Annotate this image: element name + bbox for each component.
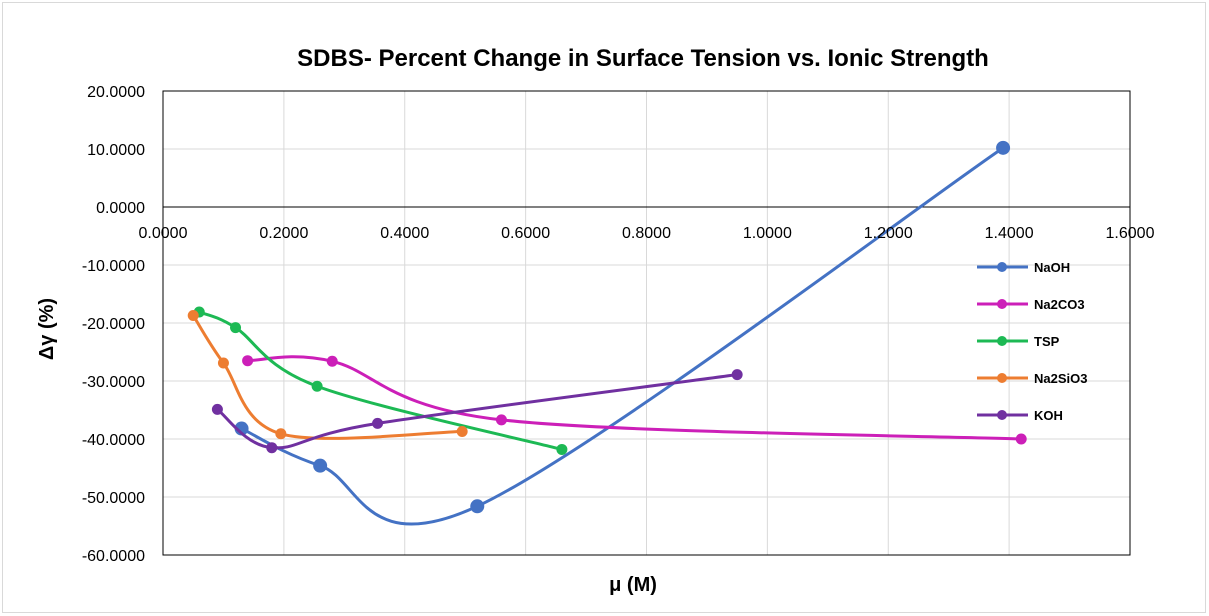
series-naoh [234,140,1011,526]
data-point-na2co3 [326,355,338,367]
data-point-na2co3 [495,414,507,426]
data-point-koh [211,403,223,415]
y-tick-label: -30.0000 [82,374,145,391]
legend-label: TSP [1034,334,1060,349]
legend-swatch-marker [997,373,1007,383]
y-axis-title: Δγ (%) [36,298,58,360]
series-na2co3 [242,355,1027,445]
data-point-tsp [556,443,568,455]
legend-swatch-marker [997,410,1007,420]
plot-area-border [162,90,1131,556]
legend: NaOH Na2CO3 TSP Na2SiO3 KOH [977,260,1087,423]
chart-title: SDBS- Percent Change in Surface Tension … [297,45,989,72]
x-tick-label: 0.0000 [139,225,188,242]
x-tick-label: 1.0000 [743,225,792,242]
x-tick-label: 1.6000 [1106,225,1155,242]
series-line-naoh [240,146,1005,526]
legend-item-na2co3: Na2CO3 [977,297,1085,312]
series [187,140,1027,526]
x-tick-label: 0.6000 [501,225,550,242]
data-point-koh [731,369,743,381]
y-tick-label: 20.0000 [87,84,145,101]
data-point-koh [266,442,278,454]
data-point-na2co3 [1015,433,1027,445]
x-axis-title: μ (M) [609,574,657,596]
series-na2sio3 [187,309,468,440]
y-tick-label: 0.0000 [96,200,145,217]
legend-item-naoh: NaOH [977,260,1070,275]
y-tick-label: 10.0000 [87,142,145,159]
legend-label: Na2SiO3 [1034,371,1087,386]
series-line-na2co3 [246,355,1023,441]
y-tick-label: -40.0000 [82,432,145,449]
series-line-tsp [197,310,564,451]
x-tick-label: 1.4000 [985,225,1034,242]
legend-item-tsp: TSP [977,334,1060,349]
legend-item-koh: KOH [977,408,1063,423]
x-tick-label: 0.4000 [380,225,429,242]
data-point-naoh [470,499,485,514]
legend-swatch-marker [997,299,1007,309]
x-tick-label: 0.2000 [259,225,308,242]
data-point-naoh [313,458,328,473]
x-tick-label: 0.8000 [622,225,671,242]
y-tick-label: -20.0000 [82,316,145,333]
data-point-na2sio3 [217,357,229,369]
y-tick-label: -50.0000 [82,490,145,507]
data-point-tsp [230,322,242,334]
y-tick-label: -60.0000 [82,548,145,565]
legend-label: Na2CO3 [1034,297,1085,312]
data-point-koh [372,417,384,429]
data-point-na2co3 [242,355,254,367]
legend-swatch-marker [997,336,1007,346]
legend-item-na2sio3: Na2SiO3 [977,371,1087,386]
series-koh [211,369,743,454]
data-point-na2sio3 [187,309,199,321]
data-point-na2sio3 [275,428,287,440]
data-point-na2sio3 [456,425,468,437]
legend-label: KOH [1034,408,1063,423]
tick-labels: 20.0000 10.0000 0.0000 -10.0000 -20.0000 -30.… [82,84,1155,565]
x-tick-label: 1.2000 [864,225,913,242]
y-tick-label: -10.0000 [82,258,145,275]
legend-label: NaOH [1034,260,1070,275]
data-point-naoh [996,140,1011,155]
series-line-na2sio3 [191,313,464,440]
legend-swatch-marker [997,262,1007,272]
data-point-tsp [311,380,323,392]
